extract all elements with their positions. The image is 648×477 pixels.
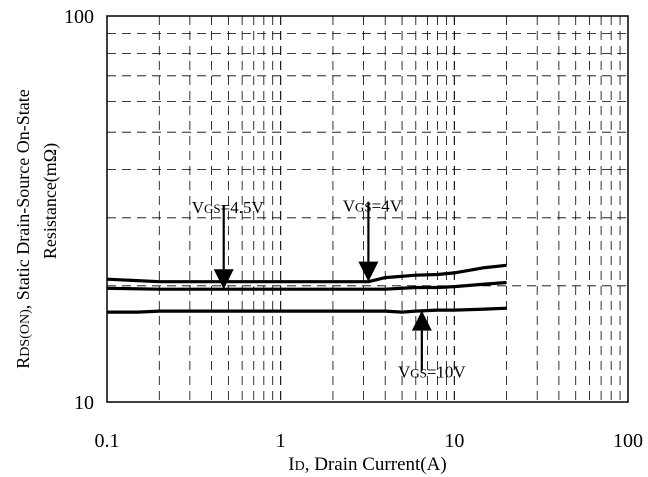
annotations: VGS=4.5V VGS=4V VGS=10V [192, 197, 467, 382]
annotation-label: VGS=4.5V [192, 198, 265, 217]
annotation-arrowhead [411, 310, 432, 331]
x-axis-label: ID, Drain Current(A) [288, 454, 446, 475]
annotation-arrowhead [358, 261, 379, 282]
series-line-VGS=10V [107, 306, 507, 314]
grid [107, 16, 628, 402]
y-tick-label: 100 [64, 6, 94, 28]
plot-frame [106, 15, 629, 403]
y-tick-label: 10 [74, 392, 94, 414]
x-tick-label: 100 [613, 430, 643, 452]
annotation-label: VGS=4V [343, 197, 403, 216]
series-group [106, 263, 507, 314]
series-line-VGS=4V [106, 263, 507, 284]
x-tick-label: 1 [276, 430, 286, 452]
x-tick-label: 0.1 [95, 430, 120, 452]
y-axis-label-line1: RDS(ON), Static Drain-Source On-State [13, 89, 33, 368]
tick-labels: 0.1 1 10 100 10 100 [64, 6, 643, 452]
series-line-VGS=4.5V [106, 280, 507, 291]
x-tick-label: 10 [444, 430, 464, 452]
y-axis-label-line2: Resistance(mΩ) [40, 143, 61, 259]
annotation-label: VGS=10V [398, 363, 466, 382]
annotation-arrowhead [213, 269, 234, 290]
